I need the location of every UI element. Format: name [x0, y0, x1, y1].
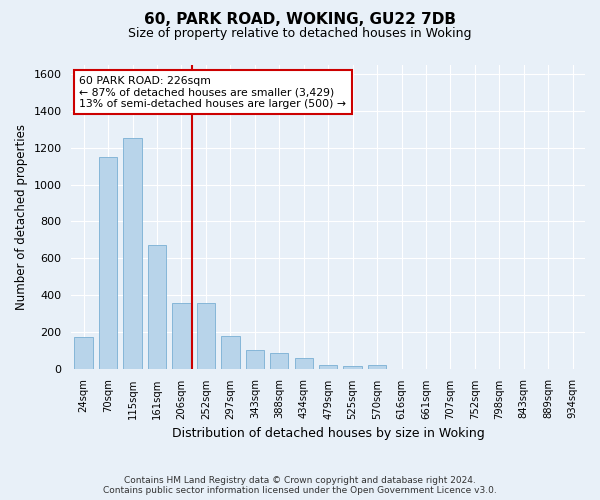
Text: 60 PARK ROAD: 226sqm
← 87% of detached houses are smaller (3,429)
13% of semi-de: 60 PARK ROAD: 226sqm ← 87% of detached h… — [79, 76, 346, 109]
Bar — [148, 246, 166, 368]
Bar — [319, 365, 337, 368]
Text: Size of property relative to detached houses in Woking: Size of property relative to detached ho… — [128, 28, 472, 40]
Text: 60, PARK ROAD, WOKING, GU22 7DB: 60, PARK ROAD, WOKING, GU22 7DB — [144, 12, 456, 28]
Bar — [368, 365, 386, 368]
Bar — [270, 353, 289, 368]
Bar — [197, 304, 215, 368]
X-axis label: Distribution of detached houses by size in Woking: Distribution of detached houses by size … — [172, 427, 485, 440]
Bar — [74, 338, 93, 368]
Bar — [245, 350, 264, 368]
Bar — [295, 358, 313, 368]
Bar — [343, 366, 362, 368]
Text: Contains HM Land Registry data © Crown copyright and database right 2024.
Contai: Contains HM Land Registry data © Crown c… — [103, 476, 497, 495]
Bar — [124, 138, 142, 368]
Bar — [221, 336, 239, 368]
Y-axis label: Number of detached properties: Number of detached properties — [15, 124, 28, 310]
Bar — [172, 304, 191, 368]
Bar — [99, 157, 117, 368]
